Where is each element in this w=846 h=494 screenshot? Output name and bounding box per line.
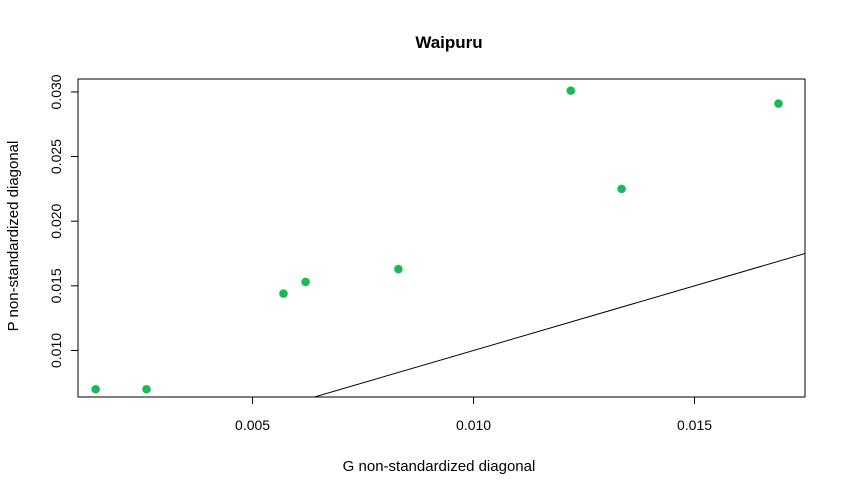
data-point xyxy=(774,99,783,108)
data-point xyxy=(91,384,100,394)
y-tick-label: 0.020 xyxy=(48,203,64,238)
x-axis-label: G non-standardized diagonal xyxy=(343,458,536,475)
chart-title: Waipuru xyxy=(415,33,482,52)
reference-line xyxy=(312,253,805,397)
data-point xyxy=(279,289,288,298)
plot-area: 0.005 0.010 0.015 0.010 0.015 0.020 0.025 0.030 xyxy=(48,74,806,433)
data-point xyxy=(394,264,403,274)
plot-frame xyxy=(77,78,806,398)
x-tick-label: 0.005 xyxy=(235,417,270,433)
x-tick-label: 0.010 xyxy=(456,417,491,433)
x-tick-label: 0.015 xyxy=(677,417,712,433)
y-tick-label: 0.015 xyxy=(48,268,64,303)
y-axis-label: P non-standardized diagonal xyxy=(5,141,22,332)
y-tick-label: 0.010 xyxy=(48,333,64,368)
y-tick-label: 0.025 xyxy=(48,139,64,174)
data-point xyxy=(566,86,576,95)
y-tick-label: 0.030 xyxy=(48,74,64,109)
data-point xyxy=(142,384,151,394)
data-point xyxy=(301,277,310,287)
data-point xyxy=(617,184,626,194)
